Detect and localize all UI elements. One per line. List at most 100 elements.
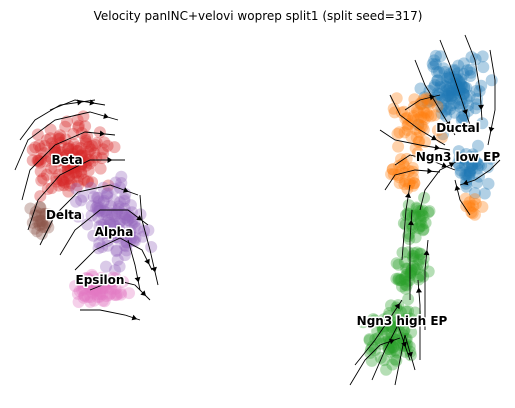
cluster-label-alpha: Alpha bbox=[95, 225, 134, 239]
cell-point bbox=[398, 273, 411, 286]
cell-point bbox=[33, 219, 46, 232]
cell-point bbox=[452, 157, 465, 170]
cell-point bbox=[67, 127, 80, 140]
cell-point bbox=[35, 228, 48, 240]
cell-point bbox=[88, 275, 101, 288]
streamline bbox=[27, 159, 125, 231]
cell-point bbox=[452, 59, 465, 72]
cell-point bbox=[460, 92, 473, 105]
cell-point bbox=[124, 211, 137, 224]
cell-point bbox=[401, 182, 414, 195]
cell-point bbox=[469, 197, 482, 210]
cell-point bbox=[458, 81, 471, 94]
cell-point bbox=[117, 228, 130, 241]
cell-point bbox=[410, 131, 423, 144]
cell-point bbox=[58, 156, 71, 169]
cell-point bbox=[104, 200, 117, 213]
cell-point bbox=[425, 110, 438, 123]
cell-point bbox=[392, 324, 405, 337]
cell-point bbox=[471, 162, 484, 175]
cell-point bbox=[437, 99, 450, 112]
streamline-arrowhead bbox=[462, 109, 468, 115]
cell-point bbox=[403, 176, 416, 189]
cell-point bbox=[75, 167, 88, 180]
cell-point bbox=[386, 163, 399, 176]
cell-point bbox=[401, 338, 414, 351]
cell-point bbox=[469, 155, 482, 168]
cell-point bbox=[39, 207, 52, 220]
cell-point bbox=[70, 158, 82, 171]
cell-point bbox=[392, 140, 405, 153]
cell-point bbox=[371, 325, 384, 338]
cell-point bbox=[124, 224, 137, 237]
cell-point bbox=[63, 155, 76, 168]
cell-point bbox=[107, 194, 120, 207]
cell-point bbox=[59, 133, 72, 146]
cell-point bbox=[428, 79, 441, 92]
cell-point bbox=[387, 341, 400, 354]
cell-point bbox=[65, 151, 78, 164]
cell-point bbox=[38, 147, 50, 160]
cell-point bbox=[398, 314, 411, 327]
cell-point bbox=[450, 79, 463, 92]
cell-point bbox=[112, 228, 125, 241]
cell-point bbox=[72, 210, 84, 223]
cell-point bbox=[459, 168, 472, 181]
cell-point bbox=[406, 111, 419, 124]
cell-point bbox=[411, 262, 424, 275]
cell-point bbox=[417, 224, 429, 237]
cell-point bbox=[408, 250, 420, 263]
cell-point bbox=[471, 157, 484, 170]
cell-point bbox=[69, 167, 82, 180]
cell-point bbox=[35, 214, 47, 227]
cell-point bbox=[423, 205, 436, 218]
cell-point bbox=[80, 159, 93, 172]
cell-point bbox=[45, 182, 58, 195]
cell-point bbox=[85, 268, 98, 281]
cell-point bbox=[440, 84, 453, 97]
cell-point bbox=[96, 288, 109, 301]
cell-point bbox=[411, 202, 424, 215]
cell-point bbox=[75, 194, 88, 207]
cell-point bbox=[32, 215, 45, 227]
cell-point bbox=[464, 70, 477, 82]
cell-point bbox=[100, 187, 113, 200]
cell-point bbox=[95, 271, 108, 284]
cell-point bbox=[405, 114, 418, 127]
cell-point bbox=[52, 168, 65, 181]
cell-point bbox=[389, 353, 402, 366]
cell-point bbox=[406, 210, 419, 223]
cell-point bbox=[97, 196, 110, 209]
streamline-arrowhead bbox=[462, 179, 469, 186]
cell-point bbox=[90, 275, 103, 288]
cell-point bbox=[92, 211, 105, 224]
cell-point bbox=[405, 264, 418, 277]
cell-point bbox=[402, 246, 415, 259]
cell-point bbox=[383, 343, 396, 356]
cell-point bbox=[95, 218, 108, 231]
cell-point bbox=[113, 217, 126, 229]
cell-point bbox=[443, 71, 456, 84]
cell-point bbox=[399, 278, 412, 291]
cell-point bbox=[413, 220, 426, 233]
cell-point bbox=[124, 199, 137, 212]
cell-point bbox=[485, 152, 498, 165]
cell-point bbox=[48, 162, 61, 175]
cell-point bbox=[80, 137, 92, 150]
cell-point bbox=[83, 283, 96, 296]
cell-point bbox=[393, 159, 406, 172]
streamline-arrowhead bbox=[144, 258, 150, 265]
cell-point bbox=[416, 208, 428, 221]
cell-point bbox=[455, 79, 468, 92]
cell-point bbox=[68, 151, 81, 163]
cell-point bbox=[70, 141, 83, 154]
cell-point bbox=[461, 64, 474, 77]
cell-point bbox=[114, 215, 127, 227]
cell-point bbox=[76, 284, 89, 297]
cell-point bbox=[408, 93, 421, 106]
cell-point bbox=[365, 343, 377, 356]
cell-point bbox=[429, 49, 442, 62]
cell-point bbox=[403, 227, 416, 240]
cell-point bbox=[460, 200, 473, 213]
